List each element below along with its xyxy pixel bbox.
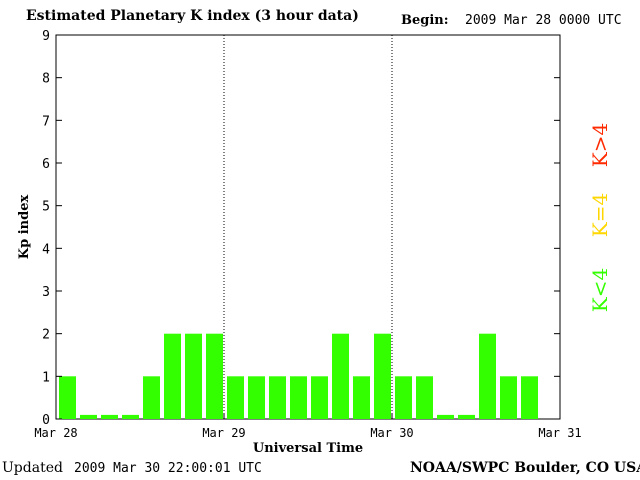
kp-bar [500, 376, 517, 419]
y-tick-label: 1 [42, 370, 50, 385]
kp-bar [206, 333, 223, 419]
kp-bar [227, 376, 244, 419]
kp-bar [80, 414, 97, 419]
x-tick-label: Mar 28 [34, 426, 77, 440]
y-tick-label: 8 [42, 72, 50, 87]
kp-bar [59, 376, 76, 419]
kp-bar [122, 414, 139, 419]
y-tick-label: 7 [42, 114, 50, 129]
y-tick-label: 0 [42, 413, 50, 428]
y-tick-label: 2 [42, 328, 50, 343]
x-tick-label: Mar 31 [538, 426, 581, 440]
kp-bar [164, 333, 181, 419]
y-axis-label: Kp index [17, 195, 32, 260]
kp-bar [311, 376, 328, 419]
credit-label: NOAA/SWPC Boulder, CO USA [410, 460, 640, 476]
kp-bar [416, 376, 433, 419]
kp-bar [101, 414, 118, 419]
kp-bar [395, 376, 412, 419]
plot-frame [55, 34, 561, 420]
kp-bar [374, 333, 391, 419]
kp-bar [437, 414, 454, 419]
y-tick-label: 9 [42, 29, 50, 44]
x-axis-label: Universal Time [253, 441, 363, 456]
legend-label: K>4 [588, 123, 612, 167]
updated-value: 2009 Mar 30 22:00:01 UTC [74, 461, 262, 476]
y-tick-label: 3 [42, 285, 50, 300]
kp-bar [248, 376, 265, 419]
updated-label: Updated [2, 460, 63, 476]
begin-value: 2009 Mar 28 0000 UTC [465, 13, 622, 28]
kp-bar [353, 376, 370, 419]
kp-bar [185, 333, 202, 419]
kp-bar [479, 333, 496, 419]
chart-title: Estimated Planetary K index (3 hour data… [26, 8, 359, 24]
y-tick-label: 4 [42, 242, 50, 257]
x-tick-label: Mar 30 [370, 426, 413, 440]
kp-bar [143, 376, 160, 419]
kp-bar [290, 376, 307, 419]
kp-bar [269, 376, 286, 419]
y-tick-label: 5 [42, 200, 50, 215]
x-tick-label: Mar 29 [202, 426, 245, 440]
begin-label: Begin: [401, 13, 449, 28]
legend-label: K=4 [588, 193, 612, 237]
kp-bar [458, 414, 475, 419]
kp-bar [521, 376, 538, 419]
legend-label: K<4 [588, 268, 612, 312]
kp-bar [332, 333, 349, 419]
y-tick-label: 6 [42, 157, 50, 172]
